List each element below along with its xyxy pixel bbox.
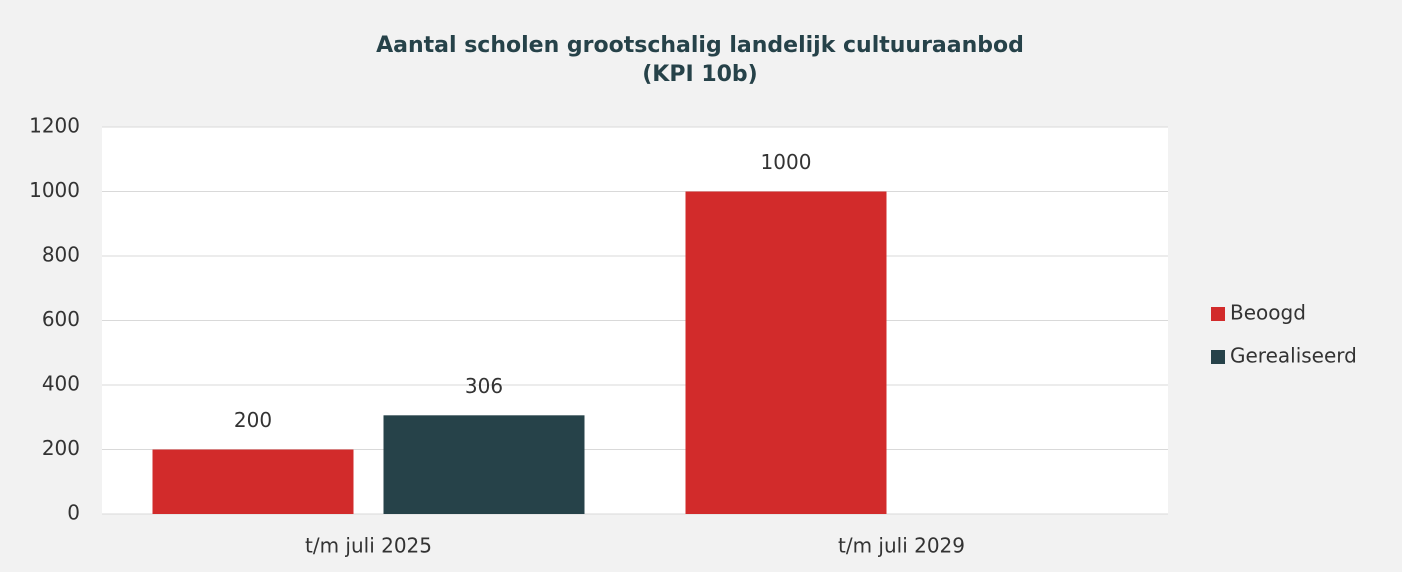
x-tick-label: t/m juli 2025 bbox=[305, 534, 432, 558]
y-tick-label: 1000 bbox=[29, 178, 80, 202]
y-tick-label: 200 bbox=[42, 436, 80, 460]
data-label: 306 bbox=[465, 374, 503, 398]
legend-swatch bbox=[1211, 307, 1225, 321]
x-tick-label: t/m juli 2029 bbox=[838, 534, 965, 558]
bar bbox=[152, 449, 354, 514]
data-label: 200 bbox=[234, 408, 272, 432]
y-tick-label: 800 bbox=[42, 243, 80, 267]
legend-label: Gerealiseerd bbox=[1230, 344, 1357, 368]
chart-subtitle: (KPI 10b) bbox=[642, 62, 758, 87]
data-label: 1000 bbox=[761, 150, 812, 174]
legend-label: Beoogd bbox=[1230, 301, 1306, 325]
y-tick-label: 600 bbox=[42, 307, 80, 331]
y-tick-label: 400 bbox=[42, 372, 80, 396]
y-tick-label: 0 bbox=[67, 501, 80, 525]
chart-title: Aantal scholen grootschalig landelijk cu… bbox=[376, 33, 1024, 58]
legend-swatch bbox=[1211, 350, 1225, 364]
bar bbox=[383, 415, 585, 514]
bar bbox=[685, 191, 887, 514]
y-tick-label: 1200 bbox=[29, 114, 80, 138]
